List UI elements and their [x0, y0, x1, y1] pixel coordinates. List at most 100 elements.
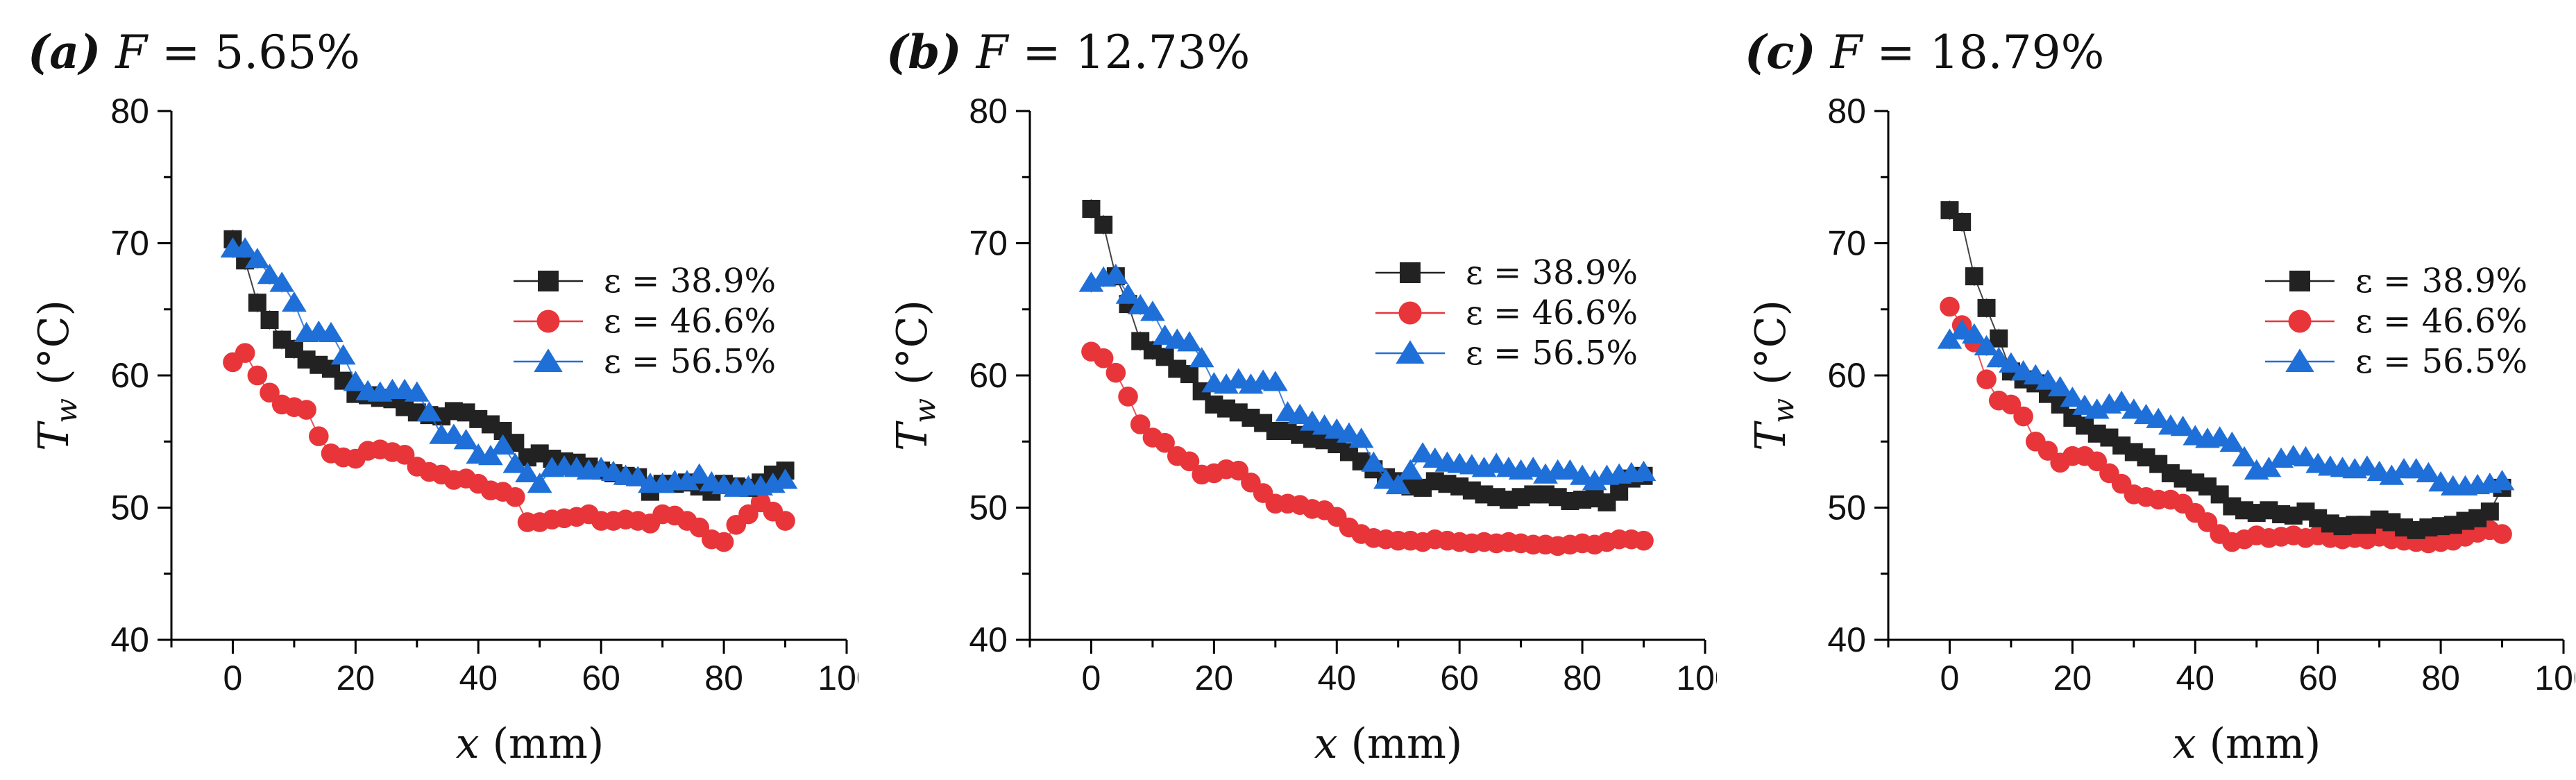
data-point	[330, 344, 356, 365]
y-tick-label: 60	[1827, 356, 1866, 395]
legend-marker	[2288, 310, 2312, 333]
data-point	[2047, 375, 2073, 397]
y-tick-label: 40	[110, 620, 149, 659]
data-point	[2087, 451, 2108, 472]
title-variable: F	[115, 26, 149, 79]
legend-label: ε = 56.5%	[1466, 334, 1638, 373]
data-point	[1287, 403, 1313, 425]
data-point	[1582, 470, 1607, 491]
data-point	[2035, 369, 2060, 390]
data-point	[1118, 387, 1138, 407]
title-variable: F	[976, 26, 1010, 79]
data-point	[1103, 263, 1128, 285]
title-equation: = 18.79%	[1862, 26, 2104, 79]
chart-c: (c) F = 18.79% 0 20 40 60 80 100 40 50 60 70 80 x (m…	[1745, 25, 2575, 768]
data-point	[1348, 427, 1374, 448]
legend: ε = 38.9%ε = 46.6%ε = 56.5%	[514, 262, 776, 381]
data-point	[1977, 298, 1996, 317]
data-point	[2232, 446, 2257, 467]
data-point	[1974, 334, 1999, 356]
y-tick-label: 60	[110, 356, 149, 395]
x-axis-label-unit: (mm)	[2196, 720, 2321, 768]
legend-marker	[1396, 340, 1425, 364]
series-circle	[1940, 296, 2512, 554]
data-point	[1953, 213, 1972, 232]
legend: ε = 38.9%ε = 46.6%ε = 56.5%	[1375, 253, 1638, 373]
x-tick-label: 0	[223, 659, 243, 697]
x-tick-label: 60	[2298, 659, 2337, 697]
data-point	[257, 263, 282, 285]
legend-label: ε = 46.6%	[604, 302, 776, 341]
y-axis-label-sub: w	[49, 398, 83, 423]
chart-a: (a) F = 5.65% 0 20 40 60 80 100 40 50 60 70 80 x (mm…	[28, 25, 858, 768]
data-point	[738, 504, 759, 525]
data-point	[1570, 464, 1595, 485]
data-point	[282, 291, 307, 312]
y-axis-label: Tw (°C)	[888, 300, 942, 451]
x-axis-label-var: x	[2173, 720, 2196, 768]
legend-marker	[538, 271, 559, 291]
chart-title: (a) F = 5.65%	[28, 25, 360, 79]
data-point	[416, 401, 442, 422]
chart-b: (b) F = 12.73% 0 20 40 60 80 100 40 50 60 70 80 x (m…	[886, 25, 1717, 768]
x-axis-label-unit: (mm)	[1338, 720, 1463, 768]
y-tick-label: 80	[969, 92, 1008, 130]
data-point	[2197, 512, 2218, 532]
data-point	[1082, 199, 1101, 218]
y-tick-label: 40	[1827, 620, 1866, 659]
x-tick-label: 20	[337, 659, 375, 697]
x-tick-label: 40	[2176, 659, 2214, 697]
data-point	[1094, 215, 1113, 234]
data-point	[1093, 348, 1114, 368]
x-tick-label: 100	[2534, 659, 2575, 697]
series-triangle	[1078, 263, 1656, 495]
data-point	[248, 294, 266, 312]
x-axis-label-unit: (mm)	[480, 720, 604, 768]
data-point	[2060, 387, 2085, 407]
x-tick-label: 80	[1563, 659, 1602, 697]
x-tick-label: 0	[1940, 659, 1960, 697]
data-point	[1634, 530, 1654, 551]
series-square	[1082, 198, 1653, 511]
data-point	[1214, 373, 1239, 394]
data-point	[319, 321, 344, 343]
title-variable: F	[1830, 26, 1864, 79]
x-tick-label: 40	[1317, 659, 1356, 697]
chart-title: (b) F = 12.73%	[886, 25, 1250, 79]
x-tick-label: 60	[582, 659, 620, 697]
series-triangle	[220, 237, 798, 497]
data-point	[453, 429, 479, 450]
y-tick-label: 70	[110, 224, 149, 263]
data-point	[235, 343, 255, 363]
x-tick-label: 20	[1195, 659, 1234, 697]
x-axis-label: x (mm)	[1314, 720, 1463, 768]
data-point	[2001, 394, 2022, 415]
data-point	[1631, 460, 1656, 482]
y-tick-label: 50	[969, 489, 1008, 527]
data-point	[1128, 294, 1153, 315]
data-point	[441, 423, 466, 444]
data-point	[2170, 416, 2196, 436]
data-point	[2256, 457, 2282, 477]
data-point	[2146, 407, 2171, 428]
data-point	[1557, 459, 1583, 480]
data-point	[2121, 398, 2146, 419]
data-point	[1520, 457, 1546, 477]
panel-letter: (c)	[1745, 25, 1816, 79]
y-axis-label-var: T	[1747, 421, 1795, 451]
data-point	[2023, 364, 2049, 384]
legend-marker	[534, 348, 563, 372]
y-axis-label: Tw (°C)	[30, 300, 83, 451]
chart-panel-a: (a) F = 5.65% 0 20 40 60 80 100 40 50 60 70 80 x (mm…	[0, 0, 858, 780]
legend-marker	[536, 310, 560, 333]
data-point	[1976, 369, 1997, 390]
data-point	[1226, 368, 1251, 389]
data-point	[2013, 406, 2033, 427]
data-point	[2037, 441, 2058, 461]
data-point	[1189, 346, 1214, 368]
data-point	[260, 310, 279, 329]
legend-marker	[2285, 348, 2314, 372]
data-point	[1078, 271, 1104, 292]
x-axis-label: x (mm)	[2173, 720, 2321, 768]
data-point	[296, 400, 316, 420]
